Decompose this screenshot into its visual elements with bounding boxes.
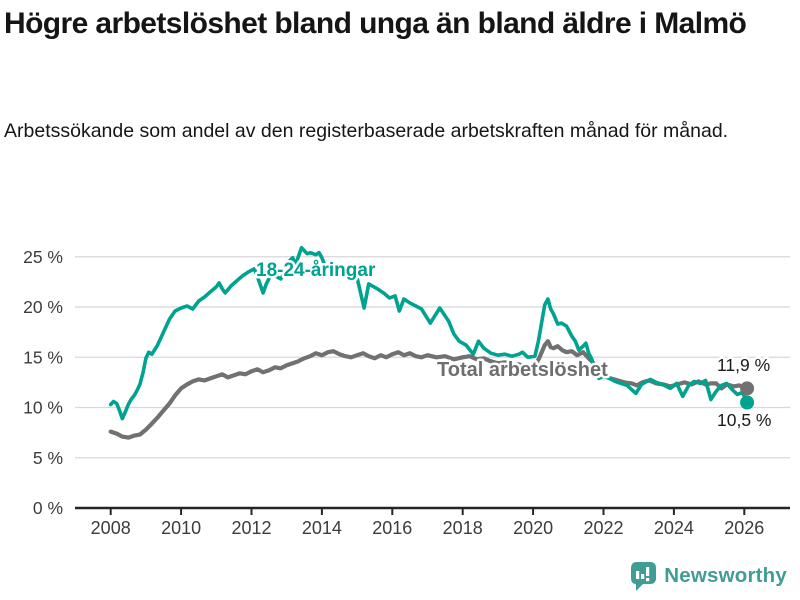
youth-end-value: 10,5 % [717,410,771,430]
x-tick-label: 2012 [231,518,271,538]
end-dot-Total arbetslöshet [740,381,755,396]
end-dot-18-24-åringar [740,395,755,410]
x-tick-label: 2026 [724,518,764,538]
x-tick-label: 2020 [513,518,553,538]
x-tick-label: 2008 [91,518,131,538]
y-tick-label: 25 % [23,247,63,267]
brand-name: Newsworthy [664,564,787,587]
x-tick-label: 2022 [583,518,623,538]
page-title: Högre arbetslöshet bland unga än bland ä… [4,7,747,40]
brand-footer[interactable]: Newsworthy [630,560,787,592]
x-tick-label: 2010 [161,518,201,538]
y-tick-label: 0 % [33,498,63,518]
y-tick-label: 15 % [23,347,63,367]
y-tick-label: 20 % [23,297,63,317]
x-tick-label: 2014 [302,518,342,538]
x-tick-label: 2024 [654,518,694,538]
youth-series-label: 18-24-åringar [256,260,376,281]
x-tick-label: 2016 [372,518,412,538]
x-tick-label: 2018 [443,518,483,538]
y-tick-label: 10 % [23,398,63,418]
chart-subtitle: Arbetssökande som andel av den registerb… [4,120,729,142]
total-series-label: Total arbetslöshet [437,359,608,381]
y-tick-label: 5 % [33,448,63,468]
total-end-value: 11,9 % [717,355,770,375]
series-line-Total arbetslöshet [108,339,750,440]
series-line-18-24-åringar [108,245,749,421]
newsworthy-logo-icon [631,561,657,591]
